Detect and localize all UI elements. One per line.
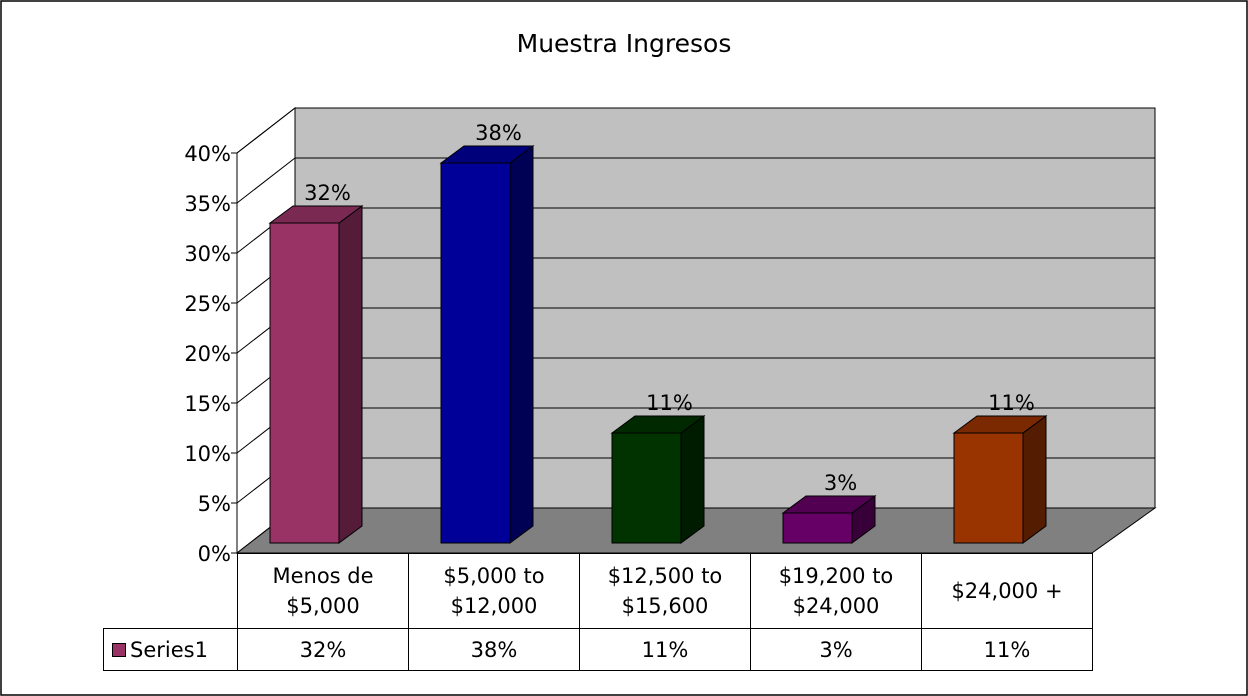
legend-label: Series1 [130, 637, 208, 662]
y-tick-label: 15% [184, 392, 231, 416]
value-label: 11% [988, 391, 1035, 415]
value-label: 38% [475, 121, 522, 145]
value-label: 3% [824, 471, 857, 495]
legend: Series1 [103, 628, 238, 671]
bar [953, 432, 1024, 544]
chart-title: Muestra Ingresos [517, 29, 732, 58]
bar-side [338, 205, 363, 544]
x-tick-label: Menos de $5,000 [237, 553, 409, 629]
value-label: 32% [304, 181, 351, 205]
table-value: 3% [750, 628, 922, 671]
y-tick-label: 0% [198, 542, 231, 566]
y-tick-label: 25% [184, 292, 231, 316]
y-tick-label: 20% [184, 342, 231, 366]
table-value: 11% [579, 628, 751, 671]
bar [269, 222, 340, 544]
bar-side [1022, 415, 1047, 544]
table-value: 38% [408, 628, 580, 671]
bar [782, 512, 853, 544]
bar-side [680, 415, 705, 544]
bar-side [509, 145, 534, 544]
table-value: 32% [237, 628, 409, 671]
legend-swatch [112, 642, 126, 657]
x-tick-label: $12,500 to $15,600 [579, 553, 751, 629]
y-tick-label: 10% [184, 442, 231, 466]
x-tick-label: $5,000 to $12,000 [408, 553, 580, 629]
grid-line [236, 157, 1155, 204]
y-tick-label: 40% [184, 142, 231, 166]
y-tick-label: 30% [184, 242, 231, 266]
table-value: 11% [921, 628, 1093, 671]
x-tick-label: $24,000 + [921, 553, 1093, 629]
y-tick-label: 5% [198, 492, 231, 516]
x-tick-label: $19,200 to $24,000 [750, 553, 922, 629]
value-label: 11% [646, 391, 693, 415]
bar [611, 432, 682, 544]
bar [440, 162, 511, 544]
y-tick-label: 35% [184, 192, 231, 216]
grid-line [236, 107, 1155, 154]
